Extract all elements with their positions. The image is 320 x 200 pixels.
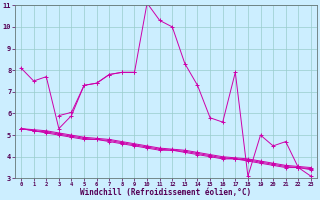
- X-axis label: Windchill (Refroidissement éolien,°C): Windchill (Refroidissement éolien,°C): [80, 188, 252, 197]
